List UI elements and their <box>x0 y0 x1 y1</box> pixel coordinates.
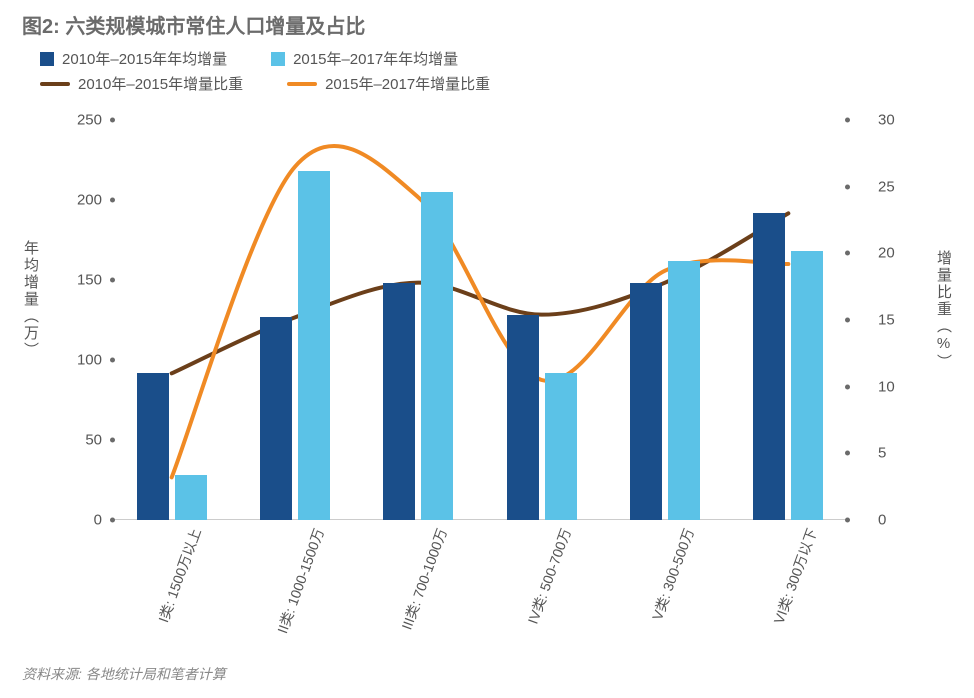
y-right-tick-dot <box>845 118 850 123</box>
y-axis-left-label: 年均增量（万） <box>20 240 41 359</box>
y-right-tick-label: 25 <box>850 178 895 195</box>
x-tick-label: IV类: 500-700万 <box>513 522 576 627</box>
y-right-tick-label: 0 <box>850 512 886 529</box>
legend-label-bar2: 2015年–2017年年均增量 <box>293 48 458 69</box>
bar-series1 <box>137 373 169 520</box>
y-right-tick-dot <box>845 384 850 389</box>
x-tick-label: I类: 1500万以上 <box>143 522 205 625</box>
line-overlay <box>110 120 850 520</box>
legend-swatch-line2 <box>287 82 317 86</box>
chart-plot-area: 050100150200250051015202530I类: 1500万以上II… <box>110 120 850 520</box>
legend-swatch-bar2 <box>271 52 285 66</box>
legend-swatch-line1 <box>40 82 70 86</box>
y-right-tick-dot <box>845 451 850 456</box>
bar-series2 <box>175 475 207 520</box>
legend-swatch-bar1 <box>40 52 54 66</box>
y-left-tick-label: 200 <box>60 192 110 209</box>
legend-label-bar1: 2010年–2015年年均增量 <box>62 48 227 69</box>
bar-series2 <box>545 373 577 520</box>
x-tick-label: VI类: 300万以下 <box>760 522 823 627</box>
x-tick-label: II类: 1000-1500万 <box>263 522 329 636</box>
bar-series2 <box>791 251 823 520</box>
bar-series1 <box>507 315 539 520</box>
y-left-tick-label: 100 <box>60 352 110 369</box>
chart-source: 资料来源: 各地统计局和笔者计算 <box>22 664 226 684</box>
bar-series1 <box>260 317 292 520</box>
legend-label-line2: 2015年–2017年增量比重 <box>325 73 490 94</box>
legend-item-bar2: 2015年–2017年年均增量 <box>271 48 458 69</box>
chart-title: 图2: 六类规模城市常住人口增量及占比 <box>22 10 365 39</box>
y-right-tick-dot <box>845 184 850 189</box>
y-left-tick-dot <box>110 438 115 443</box>
y-left-tick-dot <box>110 358 115 363</box>
y-left-tick-dot <box>110 118 115 123</box>
y-right-tick-dot <box>845 251 850 256</box>
y-axis-right-label: 增量比重（%） <box>933 250 954 371</box>
x-tick-label: V类: 300-500万 <box>638 522 699 623</box>
y-left-tick-dot <box>110 198 115 203</box>
bar-series2 <box>668 261 700 520</box>
bar-series1 <box>630 283 662 520</box>
y-right-tick-label: 15 <box>850 312 895 329</box>
legend: 2010年–2015年年均增量 2015年–2017年年均增量 2010年–20… <box>40 48 490 94</box>
legend-item-bar1: 2010年–2015年年均增量 <box>40 48 227 69</box>
y-left-tick-label: 250 <box>60 112 110 129</box>
y-right-tick-label: 10 <box>850 378 895 395</box>
y-right-tick-dot <box>845 518 850 523</box>
y-right-tick-label: 5 <box>850 445 886 462</box>
x-tick-label: III类: 700-1000万 <box>387 522 452 632</box>
bar-series1 <box>383 283 415 520</box>
y-right-tick-dot <box>845 318 850 323</box>
bar-series1 <box>753 213 785 520</box>
y-right-tick-label: 20 <box>850 245 895 262</box>
bar-series2 <box>421 192 453 520</box>
legend-item-line2: 2015年–2017年增量比重 <box>287 73 490 94</box>
bar-series2 <box>298 171 330 520</box>
y-left-tick-label: 150 <box>60 272 110 289</box>
y-left-tick-dot <box>110 518 115 523</box>
y-left-tick-label: 0 <box>60 512 110 529</box>
y-left-tick-label: 50 <box>60 432 110 449</box>
y-right-tick-label: 30 <box>850 112 895 129</box>
legend-label-line1: 2010年–2015年增量比重 <box>78 73 243 94</box>
legend-item-line1: 2010年–2015年增量比重 <box>40 73 243 94</box>
y-left-tick-dot <box>110 278 115 283</box>
